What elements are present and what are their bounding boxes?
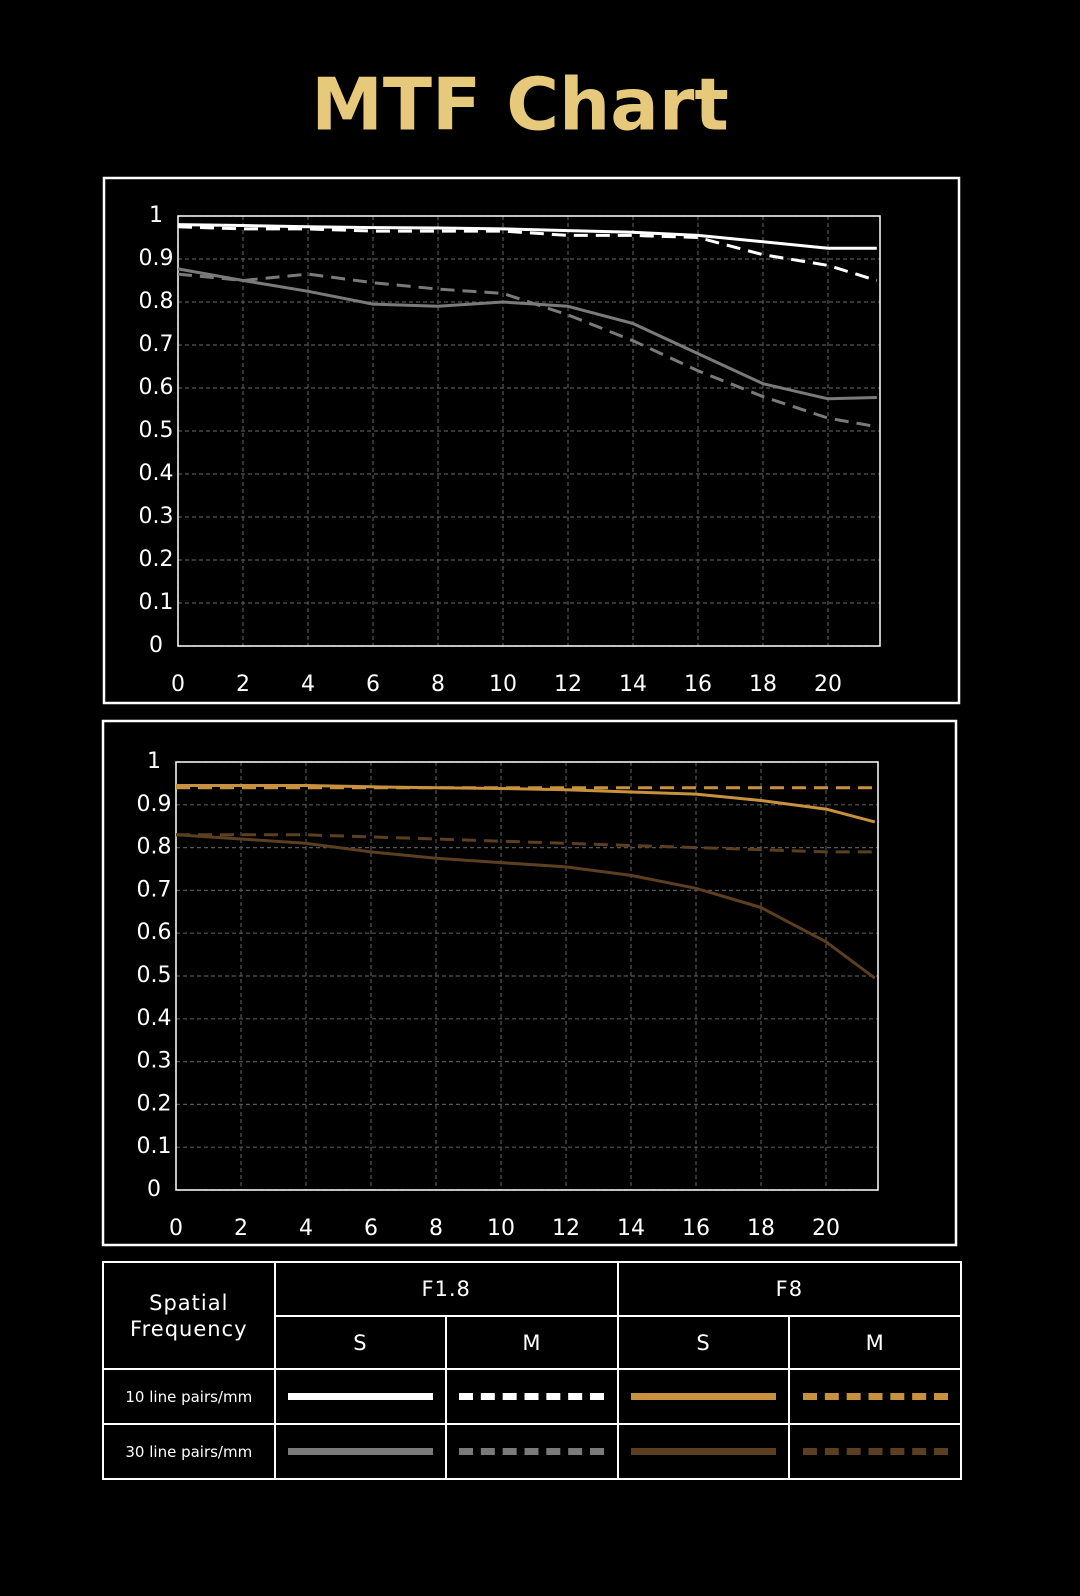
- x-tick-label: 20: [814, 672, 842, 697]
- x-tick-label: 14: [617, 1216, 645, 1241]
- x-tick-label: 10: [489, 672, 517, 697]
- y-tick-label: 0.6: [137, 920, 172, 945]
- y-tick-label: 0: [149, 633, 163, 658]
- x-tick-label: 18: [749, 672, 777, 697]
- legend-swatch: [287, 1393, 433, 1400]
- y-tick-label: 0.2: [139, 547, 174, 572]
- y-tick-label: 0.1: [137, 1134, 172, 1159]
- row-label: 10 line pairs/mm: [102, 1368, 276, 1425]
- y-tick-label: 0.8: [139, 289, 174, 314]
- mtf-line: [176, 784, 876, 824]
- y-tick-label: 0.2: [137, 1091, 172, 1116]
- plot-frame: [177, 215, 881, 647]
- legend-table: Spatial Frequency F1.8 F8 S M S M 10 lin…: [102, 1261, 963, 1480]
- group-header: F1.8: [273, 1261, 619, 1317]
- legend-cell: [273, 1368, 448, 1425]
- charts: MTF Chart 00.10.20.30.40.50.60.70.80.910…: [101, 63, 961, 1247]
- legend-cell: [788, 1368, 962, 1425]
- chart-frame: [101, 719, 958, 1247]
- legend-cell: [616, 1368, 791, 1425]
- group-header: F8: [616, 1261, 963, 1317]
- y-tick-label: 0.5: [137, 963, 172, 988]
- x-tick-label: 2: [234, 1216, 248, 1241]
- y-tick-label: 1: [147, 749, 161, 774]
- y-tick-label: 0.3: [139, 504, 174, 529]
- page-title: MTF Chart: [311, 63, 729, 147]
- subheader: S: [616, 1315, 791, 1370]
- x-tick-label: 16: [682, 1216, 710, 1241]
- x-tick-label: 8: [429, 1216, 443, 1241]
- y-tick-label: 0.7: [139, 332, 174, 357]
- y-tick-label: 0.6: [139, 375, 174, 400]
- legend-cell: [616, 1423, 791, 1480]
- mtf-line: [177, 267, 877, 401]
- legend-swatch: [459, 1448, 605, 1455]
- header-cell: Spatial Frequency: [102, 1261, 276, 1370]
- row-label: 30 line pairs/mm: [102, 1423, 276, 1480]
- x-tick-label: 14: [619, 672, 647, 697]
- y-tick-label: 1: [149, 203, 163, 228]
- y-tick-label: 0.4: [139, 461, 174, 486]
- x-tick-label: 4: [299, 1216, 313, 1241]
- x-tick-label: 12: [554, 672, 582, 697]
- y-tick-label: 0.7: [137, 877, 172, 902]
- legend-swatch: [802, 1393, 948, 1400]
- y-tick-label: 0.1: [139, 590, 174, 615]
- x-tick-label: 0: [171, 672, 185, 697]
- subheader: M: [445, 1315, 619, 1370]
- legend-cell: [273, 1423, 448, 1480]
- subheader: M: [788, 1315, 962, 1370]
- plot-frame: [175, 761, 879, 1191]
- legend-swatch: [631, 1393, 777, 1400]
- y-tick-label: 0.5: [139, 418, 174, 443]
- mtf-line: [176, 833, 875, 854]
- x-tick-label: 2: [236, 672, 250, 697]
- x-tick-label: 6: [364, 1216, 378, 1241]
- legend-cell: [445, 1423, 619, 1480]
- y-tick-label: 0: [147, 1177, 161, 1202]
- legend-cell: [788, 1423, 962, 1480]
- legend-swatch: [631, 1448, 777, 1455]
- mtf-line: [175, 833, 876, 980]
- legend-swatch: [287, 1448, 433, 1455]
- x-tick-label: 0: [169, 1216, 183, 1241]
- y-tick-label: 0.9: [139, 246, 174, 271]
- y-tick-label: 0.8: [137, 835, 172, 860]
- y-tick-label: 0.9: [137, 792, 172, 817]
- x-tick-label: 20: [812, 1216, 840, 1241]
- x-tick-label: 18: [747, 1216, 775, 1241]
- mtf-line: [177, 223, 877, 250]
- x-tick-label: 12: [552, 1216, 580, 1241]
- header-text: Spatial Frequency: [130, 1290, 248, 1341]
- mtf-line: [177, 272, 878, 429]
- legend-cell: [445, 1368, 619, 1425]
- mtf-line: [177, 225, 878, 282]
- chart-frame: [102, 176, 961, 705]
- x-tick-label: 10: [487, 1216, 515, 1241]
- x-tick-label: 16: [684, 672, 712, 697]
- x-tick-label: 6: [366, 672, 380, 697]
- y-tick-label: 0.4: [137, 1006, 172, 1031]
- subheader: S: [273, 1315, 448, 1370]
- legend-swatch: [802, 1448, 948, 1455]
- x-tick-label: 4: [301, 672, 315, 697]
- y-tick-label: 0.3: [137, 1049, 172, 1074]
- legend-swatch: [459, 1393, 605, 1400]
- x-tick-label: 8: [431, 672, 445, 697]
